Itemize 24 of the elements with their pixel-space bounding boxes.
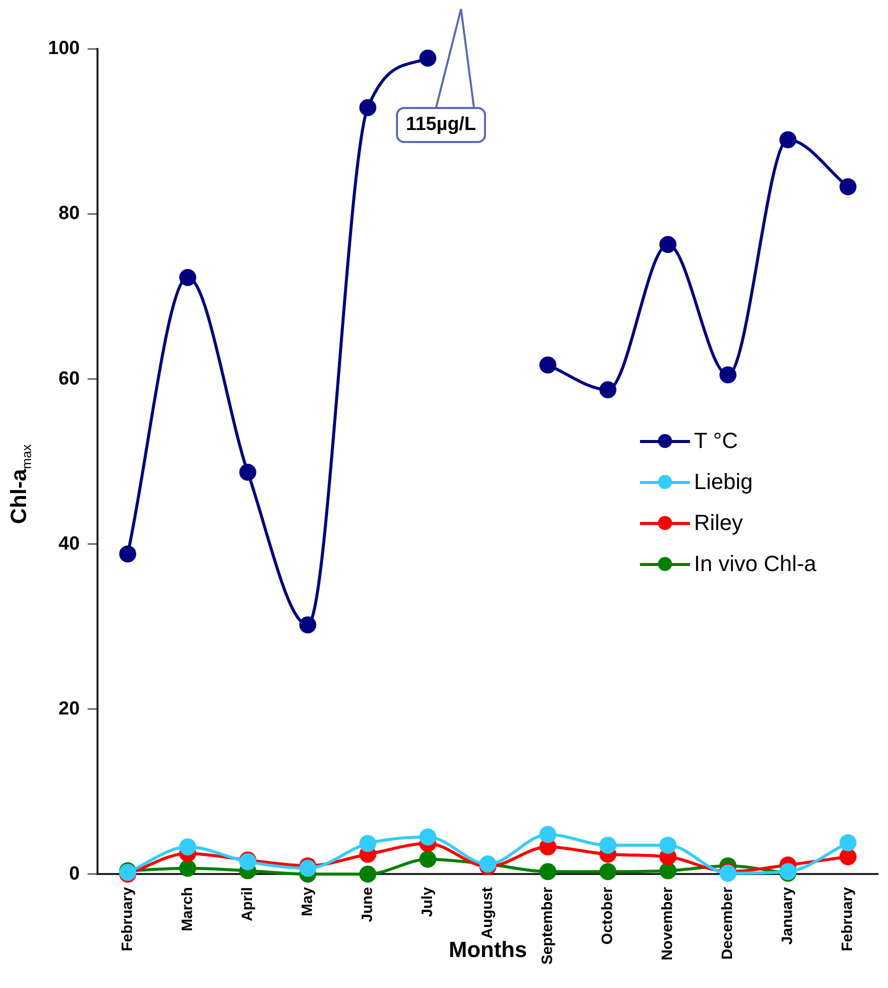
legend-label: Riley [694,510,743,536]
y-tick-label: 0 [69,863,80,884]
x-tick-label: October [599,886,616,945]
legend-label: Liebig [694,468,753,494]
y-tick-label: 80 [58,203,80,224]
x-tick-label: April [238,887,256,922]
x-tick-label: September [539,886,556,965]
y-tick-label: 40 [58,533,80,554]
y-tick-label: 100 [48,38,80,60]
legend-label: T °C [694,428,738,454]
x-tick-label: February [839,886,856,952]
x-tick-label: November [659,886,676,960]
legend-label: In vivo Chl-a [694,550,816,576]
x-tick-label: March [178,887,196,932]
annotation: 115µg/L [396,107,486,143]
x-tick-label: December [719,886,736,960]
x-tick-label: July [418,886,436,918]
y-tick-label: 20 [58,698,80,720]
x-tick-label: June [358,887,376,922]
y-tick-label: 60 [58,368,80,390]
x-tick-label: August [478,887,496,939]
x-tick-label: February [118,886,136,952]
x-tick-label: January [779,886,796,945]
x-tick-label: May [298,886,316,916]
